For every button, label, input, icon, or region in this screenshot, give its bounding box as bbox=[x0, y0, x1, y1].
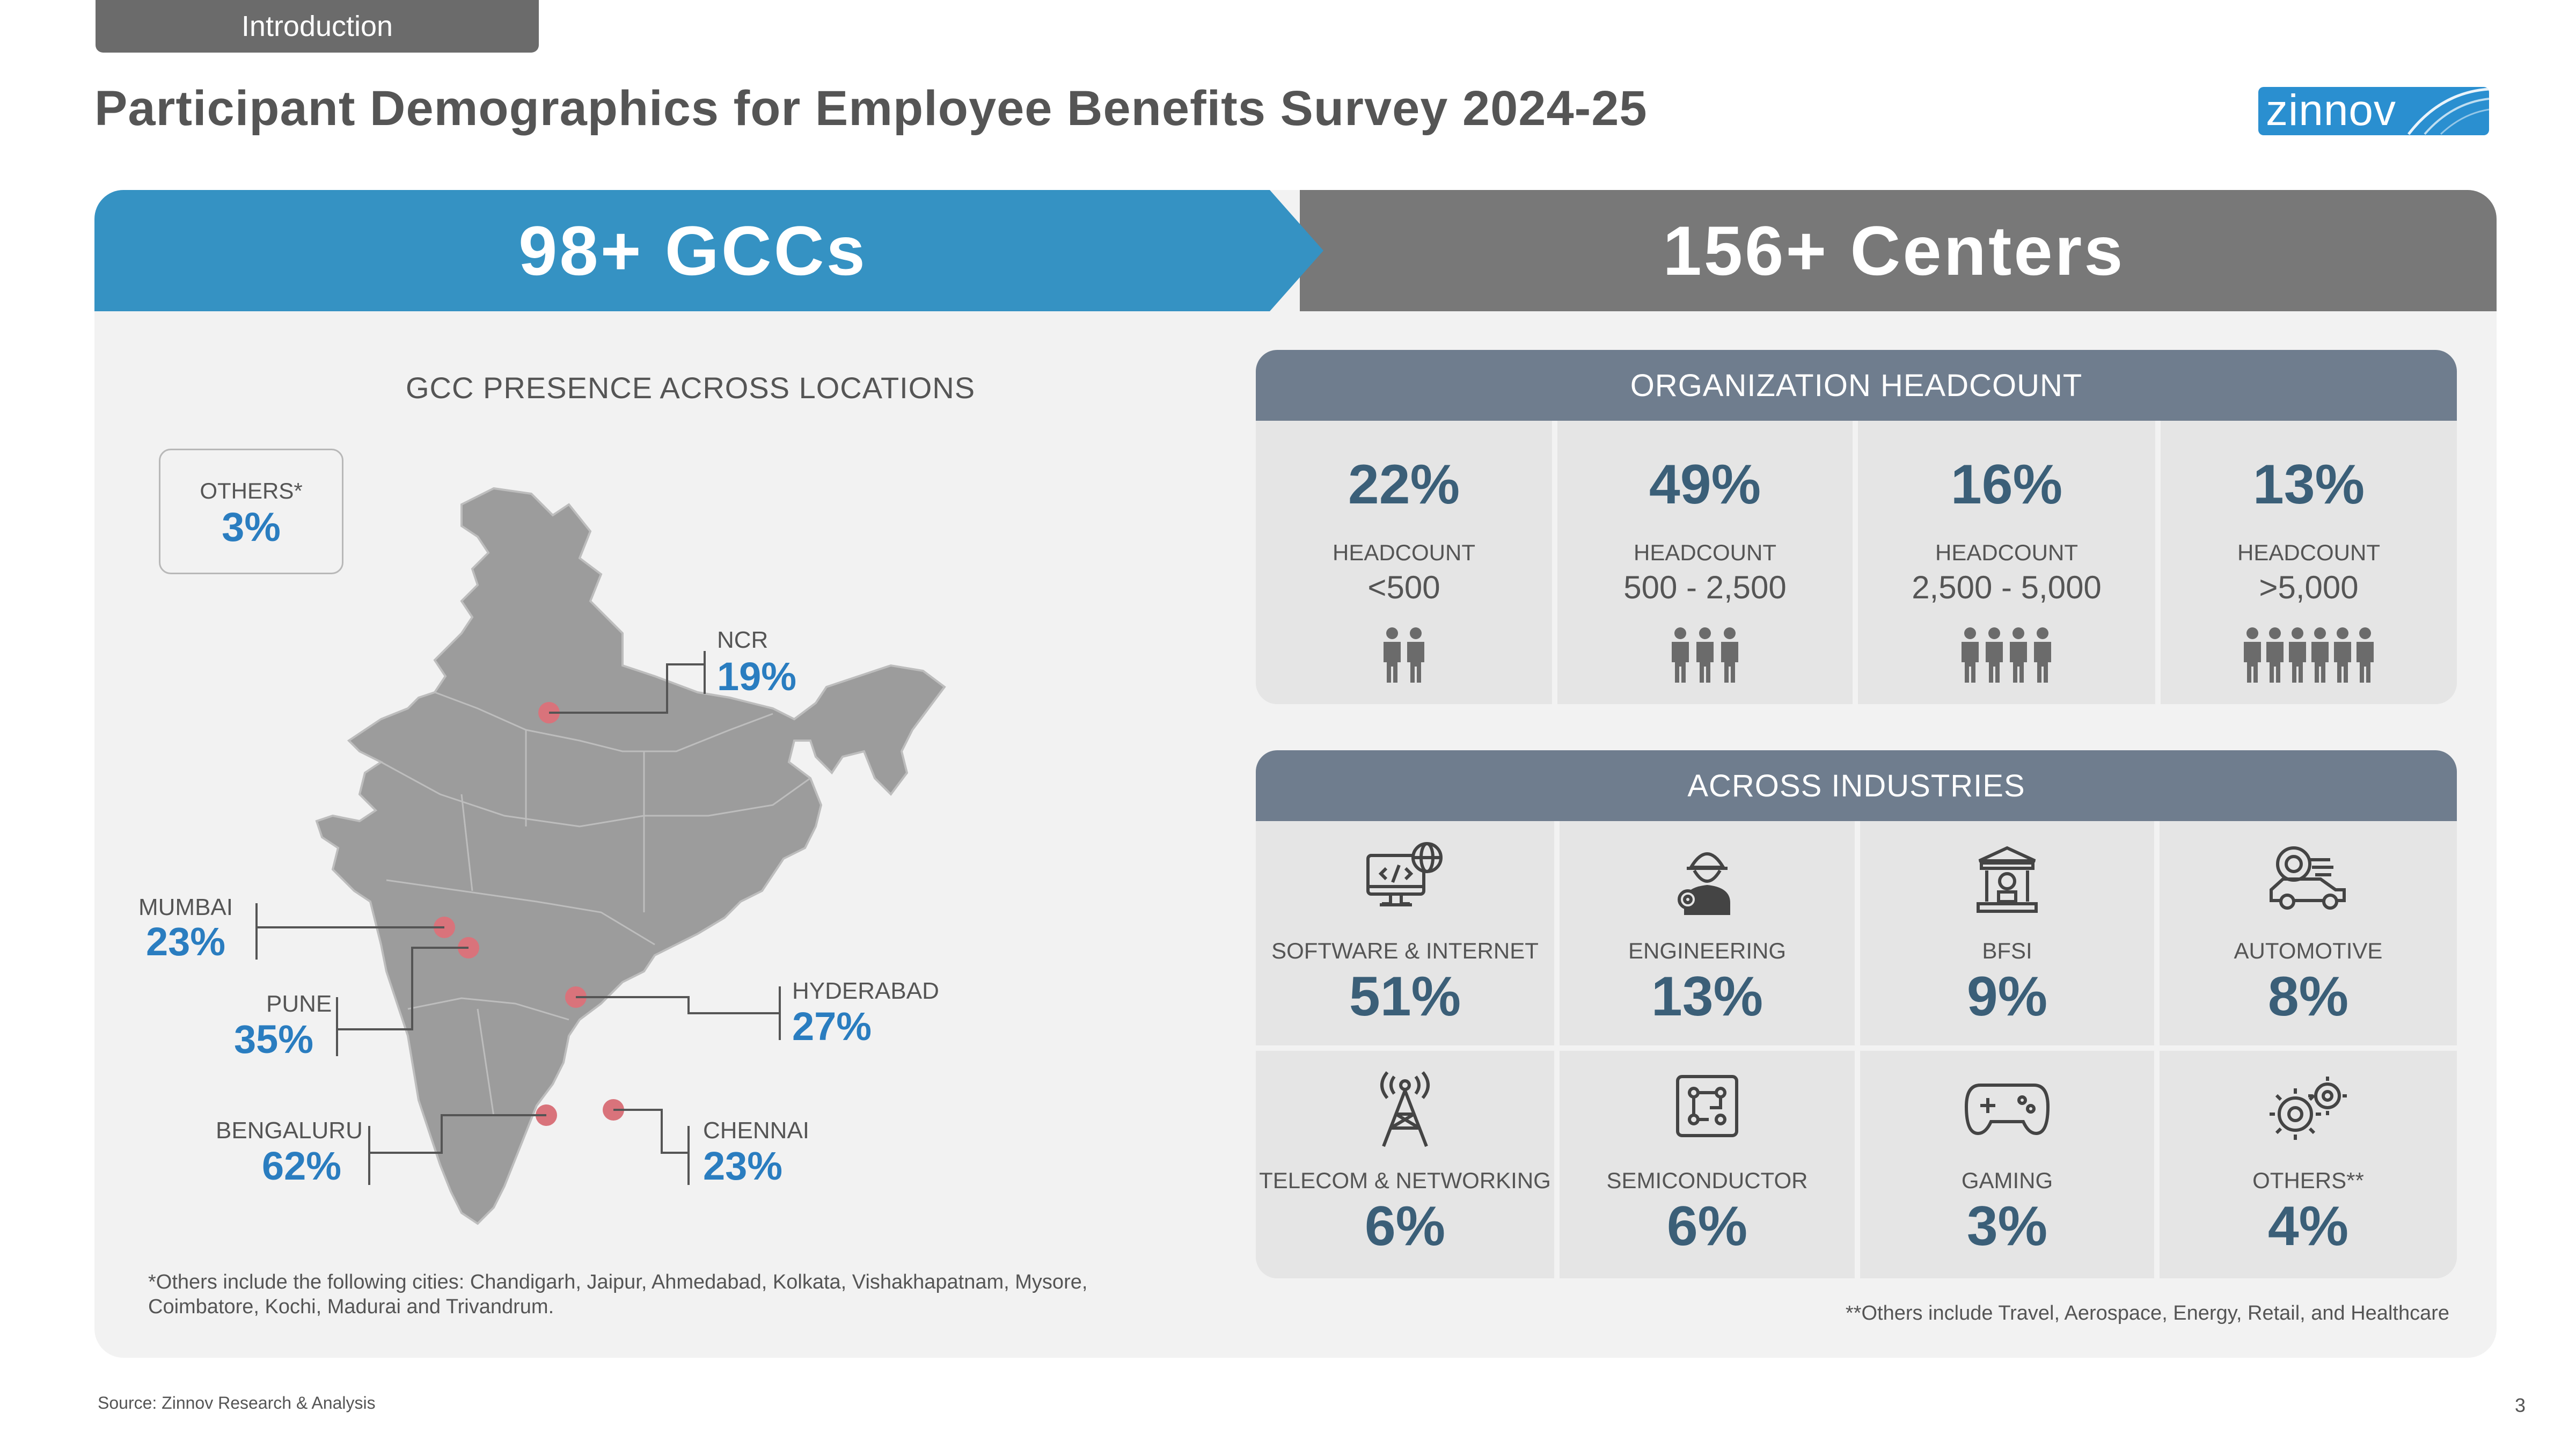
industry-cell: SOFTWARE & INTERNET 51% bbox=[1256, 821, 1554, 1045]
industry-footnote: **Others include Travel, Aerospace, Ener… bbox=[1845, 1302, 2449, 1324]
industry-cell: ENGINEERING 13% bbox=[1554, 821, 1855, 1045]
industries-card: ACROSS INDUSTRIES SOFTWARE & INTERNET 51… bbox=[1256, 750, 2457, 1278]
industry-label: BFSI bbox=[1982, 938, 2032, 963]
industry-pct: 3% bbox=[1966, 1195, 2048, 1257]
bank-icon bbox=[1977, 846, 2038, 913]
pune-leader bbox=[337, 947, 469, 1030]
people-2-icon bbox=[1384, 627, 1424, 683]
industry-pct: 6% bbox=[1666, 1195, 1748, 1257]
city-label-ncr: NCR bbox=[717, 627, 769, 653]
headcount-cell: 49% HEADCOUNT 500 - 2,500 bbox=[1552, 421, 1853, 704]
city-label-hyderabad: HYDERABAD bbox=[792, 978, 939, 1004]
people-3-icon bbox=[1672, 627, 1738, 683]
industry-cell: SEMICONDUCTOR 6% bbox=[1554, 1051, 1855, 1278]
others-stat-box: OTHERS* 3% bbox=[159, 449, 343, 574]
headcount-pct: 49% bbox=[1649, 453, 1761, 516]
people-6-icon bbox=[2244, 627, 2374, 683]
headcount-range: <500 bbox=[1367, 569, 1440, 605]
industries-card-title: ACROSS INDUSTRIES bbox=[1256, 750, 2457, 821]
industry-label: GAMING bbox=[1961, 1168, 2053, 1193]
headcount-pct: 22% bbox=[1348, 453, 1460, 516]
industry-pct: 51% bbox=[1349, 965, 1461, 1028]
city-value-mumbai: 23% bbox=[146, 919, 226, 964]
bengaluru-leader bbox=[369, 1114, 546, 1154]
city-label-mumbai: MUMBAI bbox=[138, 894, 233, 920]
page-number: 3 bbox=[2514, 1394, 2526, 1416]
india-map bbox=[315, 487, 946, 1225]
summary-banner: 98+ GCCs 156+ Centers bbox=[94, 190, 2497, 311]
industry-pct: 8% bbox=[2267, 965, 2349, 1028]
city-value-bengaluru: 62% bbox=[262, 1144, 342, 1188]
engineer-icon bbox=[1678, 852, 1730, 915]
headcount-label: HEADCOUNT bbox=[1332, 540, 1475, 565]
gears-icon bbox=[2270, 1077, 2347, 1140]
headcount-range: 2,500 - 5,000 bbox=[1912, 569, 2102, 605]
headcount-cell: 16% HEADCOUNT 2,500 - 5,000 bbox=[1853, 421, 2155, 704]
map-title: GCC PRESENCE ACROSS LOCATIONS bbox=[406, 371, 976, 405]
industry-cell: OTHERS** 4% bbox=[2154, 1051, 2457, 1278]
zinnov-logo: zinnov bbox=[2258, 87, 2489, 135]
industry-pct: 9% bbox=[1966, 965, 2048, 1028]
industry-label: ENGINEERING bbox=[1628, 938, 1787, 963]
city-value-pune: 35% bbox=[234, 1017, 314, 1062]
headcount-card: ORGANIZATION HEADCOUNT 22% HEADCOUNT <50… bbox=[1256, 350, 2457, 704]
industry-label: SOFTWARE & INTERNET bbox=[1271, 938, 1539, 963]
industry-cell: GAMING 3% bbox=[1855, 1051, 2154, 1278]
map-footnote: *Others include the following cities: Ch… bbox=[148, 1271, 1088, 1318]
headcount-range: >5,000 bbox=[2259, 569, 2359, 605]
banner-shapes bbox=[94, 190, 2497, 311]
industry-label: AUTOMOTIVE bbox=[2234, 938, 2383, 963]
industry-label: OTHERS** bbox=[2252, 1168, 2364, 1193]
car-icon bbox=[2270, 846, 2346, 910]
city-label-chennai: CHENNAI bbox=[703, 1117, 810, 1144]
city-label-bengaluru: BENGALURU bbox=[216, 1117, 363, 1144]
gamepad-icon bbox=[1964, 1084, 2050, 1136]
industry-label: TELECOM & NETWORKING bbox=[1259, 1168, 1551, 1193]
headcount-card-title: ORGANIZATION HEADCOUNT bbox=[1256, 350, 2457, 421]
banner-left-bg bbox=[94, 190, 1323, 311]
people-4-icon bbox=[1962, 627, 2051, 683]
headcount-label: HEADCOUNT bbox=[2237, 540, 2380, 565]
banner-right-bg bbox=[1300, 190, 2497, 311]
center-count: 156+ Centers bbox=[1663, 211, 2125, 290]
headcount-pct: 16% bbox=[1950, 453, 2063, 516]
industry-cell: BFSI 9% bbox=[1855, 821, 2154, 1045]
headcount-label: HEADCOUNT bbox=[1935, 540, 2078, 565]
industry-pct: 6% bbox=[1364, 1195, 1446, 1257]
industry-cell: TELECOM & NETWORKING 6% bbox=[1256, 1051, 1554, 1278]
gcc-count: 98+ GCCs bbox=[518, 211, 867, 290]
chip-icon bbox=[1676, 1075, 1738, 1137]
headcount-label: HEADCOUNT bbox=[1633, 540, 1776, 565]
city-value-chennai: 23% bbox=[703, 1144, 783, 1188]
city-label-pune: PUNE bbox=[266, 991, 332, 1017]
state-boundaries bbox=[380, 691, 811, 1117]
hyderabad-leader bbox=[576, 996, 780, 1014]
others-value: 3% bbox=[222, 504, 281, 550]
page-title: Participant Demographics for Employee Be… bbox=[94, 81, 1648, 136]
city-value-ncr: 19% bbox=[717, 654, 797, 699]
logo-swoosh-icon bbox=[2407, 87, 2489, 135]
industry-pct: 13% bbox=[1651, 965, 1763, 1028]
ncr-leader bbox=[549, 663, 705, 714]
tower-icon bbox=[1380, 1071, 1430, 1147]
industry-pct: 4% bbox=[2267, 1195, 2349, 1257]
india-outline bbox=[315, 487, 946, 1225]
headcount-pct: 13% bbox=[2252, 453, 2365, 516]
chennai-leader bbox=[613, 1109, 689, 1154]
logo-text: zinnov bbox=[2266, 87, 2397, 135]
industry-label: SEMICONDUCTOR bbox=[1606, 1168, 1808, 1193]
headcount-range: 500 - 2,500 bbox=[1623, 569, 1787, 605]
industry-cell: AUTOMOTIVE 8% bbox=[2154, 821, 2457, 1045]
city-value-hyderabad: 27% bbox=[792, 1004, 872, 1049]
source-note: Source: Zinnov Research & Analysis bbox=[98, 1393, 376, 1413]
computer-globe-icon bbox=[1366, 842, 1443, 906]
section-tab[interactable]: Introduction bbox=[96, 0, 539, 53]
others-label: OTHERS* bbox=[200, 478, 303, 503]
headcount-cell: 22% HEADCOUNT <500 bbox=[1256, 421, 1552, 704]
headcount-cell: 13% HEADCOUNT >5,000 bbox=[2155, 421, 2457, 704]
